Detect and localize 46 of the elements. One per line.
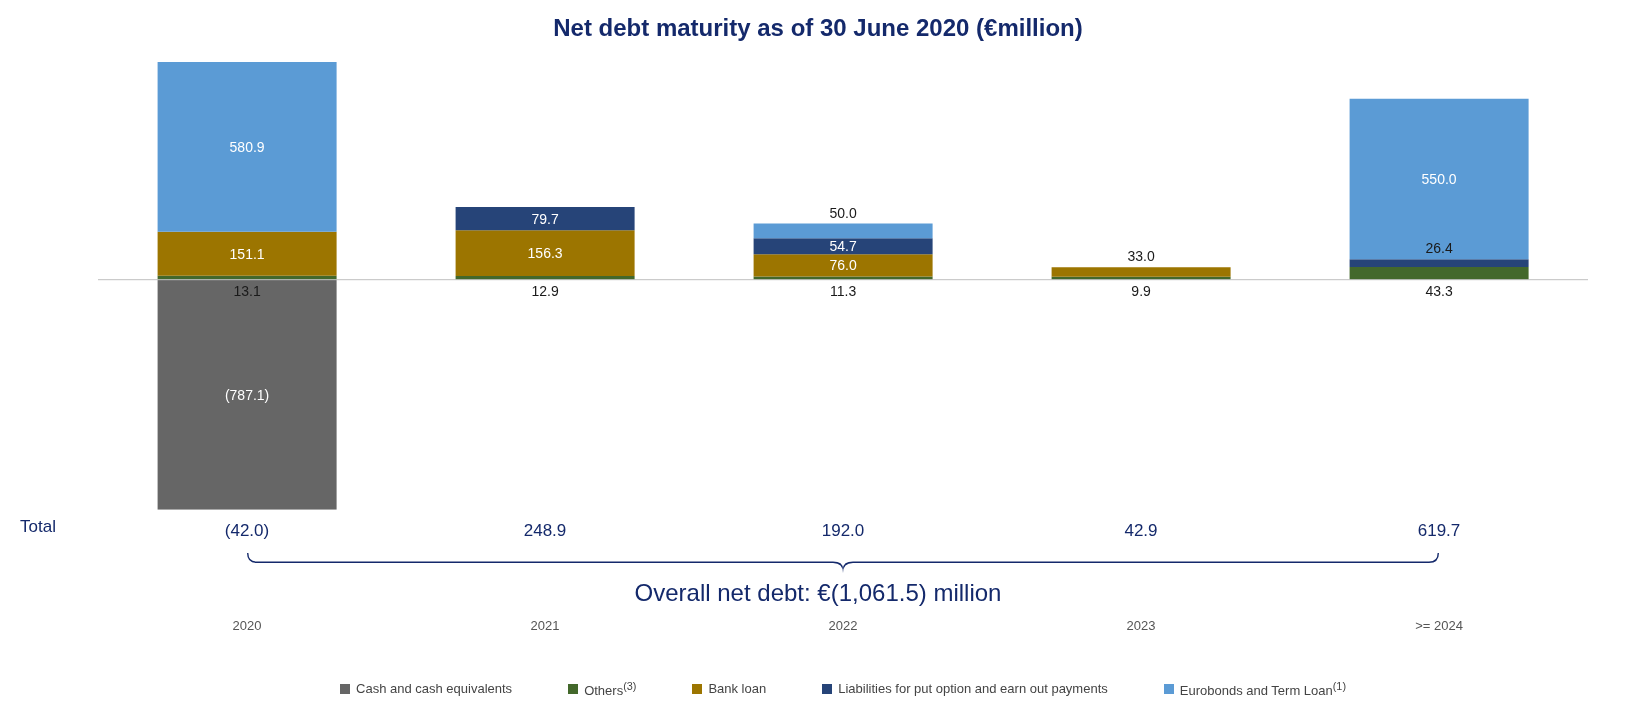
bar — [753, 254, 933, 277]
bar — [157, 279, 337, 510]
text: Overall net debt: €(1,061.5) million — [633, 579, 1003, 607]
legend-label: Eurobonds and Term Loan$^{(1)}$ — [1179, 679, 1346, 698]
x-tick-label: 2021 — [530, 617, 560, 633]
data-label: 26.4 — [1425, 240, 1453, 257]
text: 619.7 — [1417, 520, 1461, 540]
data-label: 151.1 — [229, 245, 265, 262]
x-tick-label: 2023 — [1126, 617, 1156, 633]
data-label: 43.3 — [1425, 282, 1453, 299]
bar — [1051, 267, 1231, 277]
data-label: 50.0 — [829, 204, 857, 221]
data-label: 76.0 — [829, 257, 857, 274]
legend-label: Others$^{(3)}$ — [584, 679, 637, 698]
chart-title: Net debt maturity as of 30 June 2020 (€million) — [552, 14, 1084, 42]
bar — [455, 230, 635, 276]
legend-label: Liabilities for put option and earn out payments — [838, 681, 1108, 697]
data-label: 550.0 — [1421, 170, 1457, 187]
x-tick-label: 2020 — [232, 617, 262, 633]
text: 192.0 — [821, 520, 865, 540]
data-label: 11.3 — [829, 282, 857, 299]
x-tick-label: >= 2024 — [1415, 617, 1463, 633]
data-label: 54.7 — [829, 238, 857, 255]
bar — [753, 238, 933, 255]
data-label: 79.7 — [531, 210, 559, 227]
bar — [1349, 98, 1529, 260]
text: 42.9 — [1124, 520, 1158, 540]
bar — [157, 62, 337, 232]
bar — [157, 231, 337, 276]
text: 248.9 — [523, 520, 567, 540]
bar — [753, 223, 933, 239]
data-label: 33.0 — [1127, 248, 1155, 265]
x-tick-label: 2022 — [828, 617, 858, 633]
legend-label: Cash and cash equivalents — [356, 681, 513, 697]
bar — [455, 206, 635, 231]
data-label: (787.1) — [224, 386, 270, 403]
data-label: 580.9 — [229, 138, 265, 155]
legend-label: Bank loan — [708, 681, 767, 697]
data-label: 12.9 — [531, 282, 559, 299]
data-label: 9.9 — [1131, 282, 1152, 299]
data-label: 13.1 — [233, 282, 261, 299]
text: Total — [20, 517, 56, 537]
data-label: 156.3 — [527, 245, 563, 262]
bar — [1349, 259, 1529, 268]
bar — [1349, 267, 1529, 280]
text: (42.0) — [224, 520, 270, 540]
